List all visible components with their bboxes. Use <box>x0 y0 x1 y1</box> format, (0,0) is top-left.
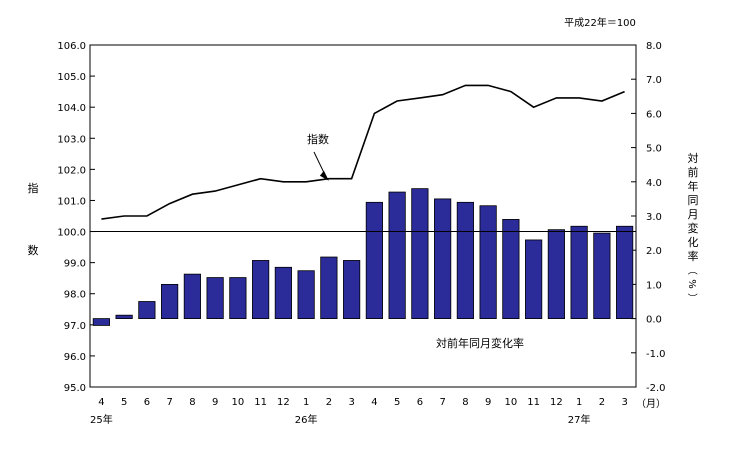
left-tick-label: 96.0 <box>64 352 86 363</box>
bar <box>570 225 588 319</box>
right-axis-title-char: 変 <box>688 221 699 235</box>
left-tick-label: 101.0 <box>57 196 86 207</box>
x-tick-label: 10 <box>232 397 245 408</box>
annotation-arrowhead <box>319 170 329 181</box>
x-tick-label: 4 <box>371 397 377 408</box>
right-axis-title-char: 前 <box>688 165 699 179</box>
right-axis-title-char: 年 <box>688 179 699 193</box>
bar <box>547 229 565 319</box>
right-axis-title-char: （ <box>686 265 698 275</box>
right-tick-label: 5.0 <box>646 144 662 155</box>
x-tick-label: 2 <box>326 397 332 408</box>
base-note: 平成22年＝100 <box>564 16 636 29</box>
x-tick-label: 1 <box>303 397 309 408</box>
right-tick-label: 8.0 <box>646 41 662 52</box>
left-tick-label: 103.0 <box>57 134 86 145</box>
bar <box>138 301 156 320</box>
left-tick-label: 100.0 <box>57 228 86 239</box>
x-unit-label: （月） <box>636 398 666 410</box>
x-tick-label: 3 <box>621 397 627 408</box>
left-tick-label: 95.0 <box>64 383 86 394</box>
x-tick-label: 6 <box>417 397 423 408</box>
bar <box>92 318 110 326</box>
bar <box>183 273 201 320</box>
left-axis-title-char: 数 <box>28 244 39 257</box>
x-tick-label: 12 <box>277 397 290 408</box>
right-axis-title-char: 月 <box>688 208 699 221</box>
right-axis-title-char: 率 <box>688 249 699 263</box>
right-axis-title-char: 対 <box>688 151 699 165</box>
year-label: 25年 <box>90 413 113 426</box>
x-tick-label: 7 <box>166 397 172 408</box>
left-tick-label: 99.0 <box>64 259 86 270</box>
bar <box>252 260 270 319</box>
x-tick-label: 4 <box>98 397 104 408</box>
bar <box>229 277 247 319</box>
left-tick-label: 97.0 <box>64 321 86 332</box>
right-tick-label: 7.0 <box>646 75 662 86</box>
x-tick-label: 5 <box>121 397 127 408</box>
rate-annotation: 対前年同月変化率 <box>436 336 524 350</box>
left-tick-label: 102.0 <box>57 165 86 176</box>
left-tick-label: 106.0 <box>57 41 86 52</box>
right-tick-label: 1.0 <box>646 280 662 291</box>
bar <box>320 256 338 320</box>
bar <box>479 205 497 320</box>
x-tick-label: 5 <box>394 397 400 408</box>
right-tick-label: 6.0 <box>646 109 662 120</box>
x-tick-label: 9 <box>485 397 491 408</box>
right-tick-label: -2.0 <box>646 383 666 394</box>
left-tick-label: 98.0 <box>64 290 86 301</box>
plot-area <box>89 44 637 388</box>
right-tick-label: 4.0 <box>646 178 662 189</box>
right-tick-label: 3.0 <box>646 212 662 223</box>
bar <box>161 283 179 319</box>
year-label: 26年 <box>295 413 318 426</box>
right-tick-label: 2.0 <box>646 246 662 257</box>
right-axis-title-char: 化 <box>688 235 699 249</box>
x-tick-label: 9 <box>212 397 218 408</box>
bar <box>343 260 361 319</box>
bar <box>388 191 406 319</box>
year-label: 27年 <box>568 413 591 426</box>
bar <box>274 266 292 319</box>
bar <box>456 201 474 320</box>
x-tick-label: 1 <box>576 397 582 408</box>
x-tick-label: 2 <box>599 397 605 408</box>
right-axis-title-char: % <box>686 279 697 289</box>
bar <box>297 270 315 320</box>
right-tick-label: 0.0 <box>646 315 662 326</box>
bar <box>411 188 429 320</box>
bar <box>206 277 224 319</box>
x-tick-label: 6 <box>144 397 150 408</box>
right-axis-title-char: ） <box>686 293 698 303</box>
x-tick-label: 12 <box>550 397 563 408</box>
bar <box>365 201 383 320</box>
left-tick-label: 104.0 <box>57 103 86 114</box>
x-tick-label: 8 <box>462 397 468 408</box>
x-tick-label: 8 <box>189 397 195 408</box>
index-annotation: 指数 <box>307 132 329 146</box>
right-tick-label: -1.0 <box>646 349 666 360</box>
x-tick-label: 11 <box>254 397 267 408</box>
left-axis-title-char: 指 <box>28 181 39 195</box>
bar <box>593 232 611 320</box>
right-axis-title-char: 同 <box>688 194 699 207</box>
bar <box>502 219 520 319</box>
x-tick-label: 10 <box>505 397 518 408</box>
left-tick-label: 105.0 <box>57 72 86 83</box>
x-tick-label: 3 <box>348 397 354 408</box>
x-tick-label: 11 <box>527 397 540 408</box>
bar <box>115 314 133 319</box>
x-tick-label: 7 <box>439 397 445 408</box>
bar <box>434 198 452 319</box>
bar <box>525 239 543 320</box>
index-line <box>101 84 625 220</box>
bar <box>616 225 634 319</box>
